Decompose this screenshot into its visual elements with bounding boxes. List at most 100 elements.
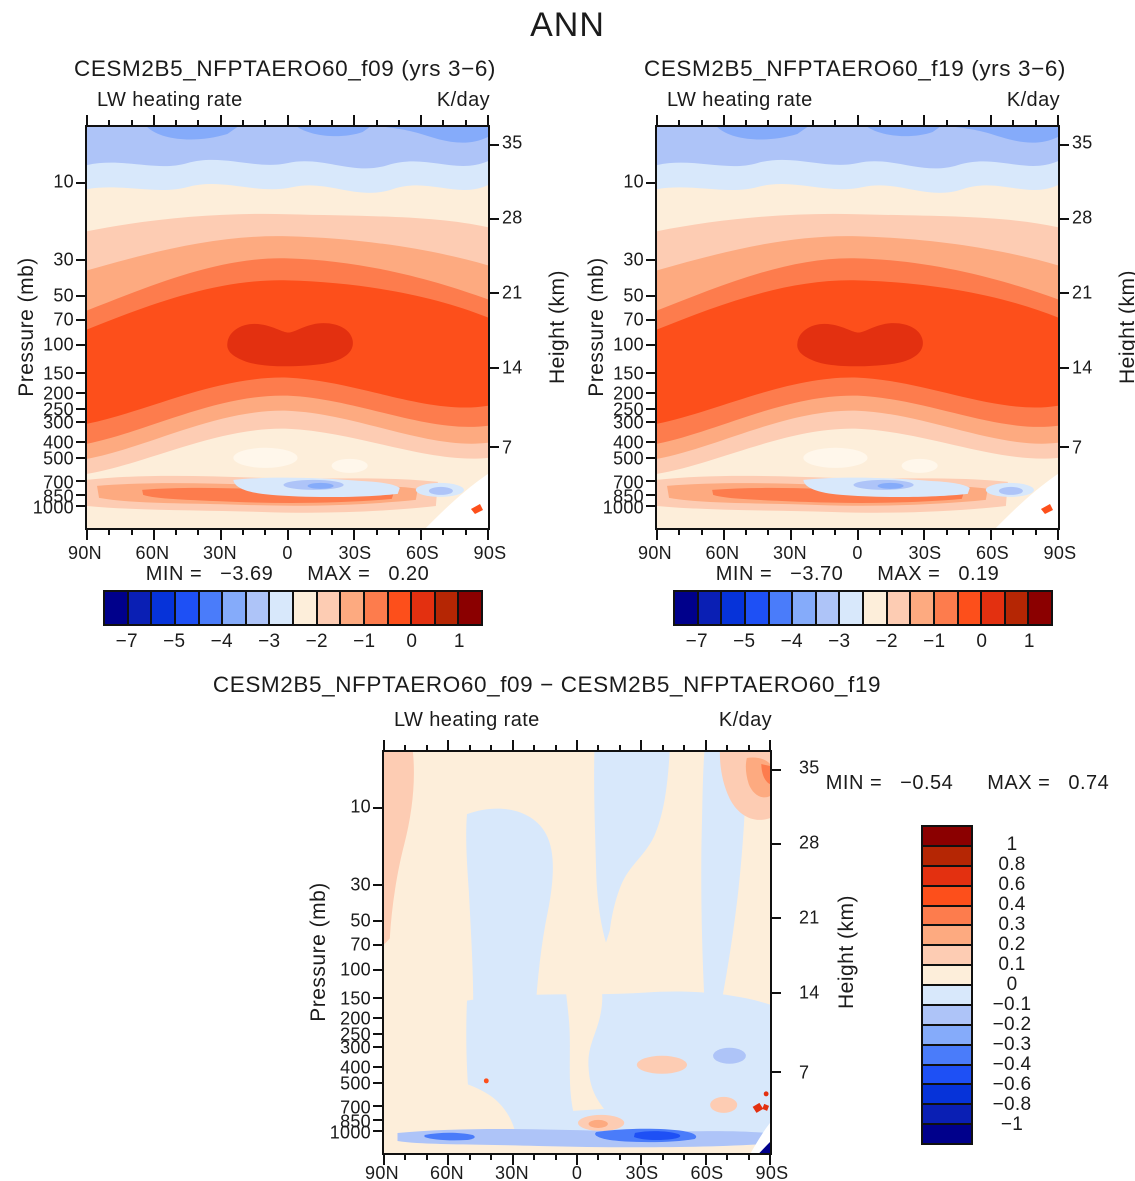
axis-tick-label: 400 [340, 1057, 371, 1078]
axis-tick-label: 30N [495, 1163, 529, 1181]
latitude-axis-labels: 90N 60N 30N 0 30S 60S 90S [68, 543, 506, 563]
contour-band [1040, 503, 1053, 514]
axis-tick-label: 300 [43, 412, 74, 433]
tick-mark [811, 120, 814, 125]
tick-mark [767, 120, 770, 125]
axis-tick-label: 35 [502, 132, 523, 153]
tick-mark [490, 445, 499, 448]
colorbar-label: 1 [1006, 834, 1018, 855]
tick-mark [219, 530, 222, 540]
axis-tick-label: 28 [502, 207, 523, 228]
colorbar-label: 0 [406, 631, 418, 652]
axis-tick-label: 70 [623, 309, 644, 330]
colorbar-cell [268, 592, 292, 624]
colorbar-label: 0 [976, 631, 988, 652]
height-axis-title: Height (km) [1116, 269, 1135, 385]
axis-tick-label: 7 [502, 437, 513, 458]
axis-tick-label: 850 [613, 486, 644, 506]
colorbar-labels: 1 0.8 0.6 0.4 0.3 0.2 0.1 0 −0.1 −0.2 −0.3 −0.4 −0.6… [980, 825, 1044, 1145]
contour-band [87, 127, 488, 143]
tick-mark [745, 530, 748, 535]
colorbar-label: 0.3 [998, 914, 1026, 935]
tick-mark [490, 218, 499, 221]
contour-field-svg [384, 752, 770, 1153]
height-axis-title: Height (km) [835, 894, 858, 1010]
tick-mark [373, 1017, 382, 1020]
tick-mark [1057, 530, 1059, 540]
tick-mark [767, 530, 770, 535]
tick-mark [308, 120, 311, 125]
axis-tick-label: 90S [755, 1163, 789, 1181]
colorbar-label: 1 [453, 631, 465, 652]
contour-field [657, 127, 1058, 528]
tick-mark [373, 1065, 382, 1068]
axis-tick-label: 700 [613, 472, 644, 493]
contour-field-svg [87, 127, 488, 528]
axis-tick-label: 30S [625, 1163, 659, 1181]
tick-mark [700, 120, 703, 125]
pressure-axis-labels: 10 30 50 70 100 150 200 250 300 400 500 700 850 1000 [299, 750, 373, 1155]
colorbar-cell [923, 1083, 971, 1104]
field-variable-label: LW heating rate [667, 89, 813, 111]
min-value: −3.69 [220, 563, 274, 585]
tick-mark [772, 1070, 781, 1073]
tick-mark [646, 182, 655, 185]
axis-tick-label: 300 [613, 412, 644, 433]
colorbar-cell [923, 884, 971, 905]
colorbar-labels: −7 −5 −4 −3 −2 −1 0 1 [673, 631, 1053, 653]
axis-tick-label: 60N [705, 543, 740, 563]
axis-tick-label: 250 [613, 399, 644, 420]
axis-tick-label: 10 [623, 171, 644, 192]
colorbar-label: −0.2 [992, 1014, 1032, 1035]
tick-mark [646, 408, 655, 411]
colorbar-cell [173, 592, 198, 624]
axis-tick-label: 300 [340, 1037, 371, 1058]
contour-band [998, 486, 1023, 495]
colorbar-label: −4 [780, 631, 803, 652]
tick-mark [76, 182, 85, 185]
colorbar-label: −7 [115, 631, 138, 652]
tick-mark [945, 120, 948, 125]
axis-tick-label: 200 [613, 383, 644, 404]
tick-mark [945, 530, 948, 535]
colorbar-cell [457, 592, 481, 624]
axis-tick-label: 35 [1072, 132, 1093, 153]
figure-title: ANN [530, 6, 605, 44]
tick-mark [683, 745, 686, 750]
tick-mark [856, 530, 859, 540]
axis-tick-label: 50 [350, 910, 371, 931]
tick-mark [468, 745, 471, 750]
tick-mark [722, 530, 725, 540]
colorbar-cell [675, 592, 697, 624]
axis-tick-label: 200 [43, 383, 74, 404]
tick-mark [640, 1155, 643, 1165]
colorbar [921, 825, 973, 1145]
tick-mark [554, 1155, 557, 1160]
contour-band [466, 991, 770, 1141]
axis-tick-label: 90N [638, 543, 672, 563]
tick-mark [76, 456, 85, 459]
tick-mark [373, 1081, 382, 1084]
axis-tick-label: 150 [340, 988, 371, 1009]
height-axis-labels: 35 28 21 14 7 [1068, 125, 1112, 530]
colorbar-label: 0.8 [998, 854, 1026, 875]
colorbar-cell [410, 592, 434, 624]
tick-mark [1034, 120, 1037, 125]
axis-tick-label: 70 [53, 309, 74, 330]
tick-mark [646, 372, 655, 375]
axis-tick-label: 400 [43, 432, 74, 453]
tick-mark [769, 1155, 771, 1165]
tick-mark [197, 530, 200, 535]
colorbar-cell [362, 592, 387, 624]
axis-tick-label: 7 [799, 1062, 810, 1083]
colorbar-cell [923, 924, 971, 945]
axis-tick-label: 850 [43, 486, 74, 506]
tick-mark [646, 295, 655, 298]
tick-mark [772, 917, 781, 920]
axis-tick-label: 150 [613, 363, 644, 384]
contour-band [553, 847, 605, 1111]
field-variable-label: LW heating rate [97, 89, 243, 111]
axis-tick-label: 1000 [602, 497, 644, 518]
tick-mark [108, 530, 111, 535]
colorbar-cell [1003, 592, 1028, 624]
